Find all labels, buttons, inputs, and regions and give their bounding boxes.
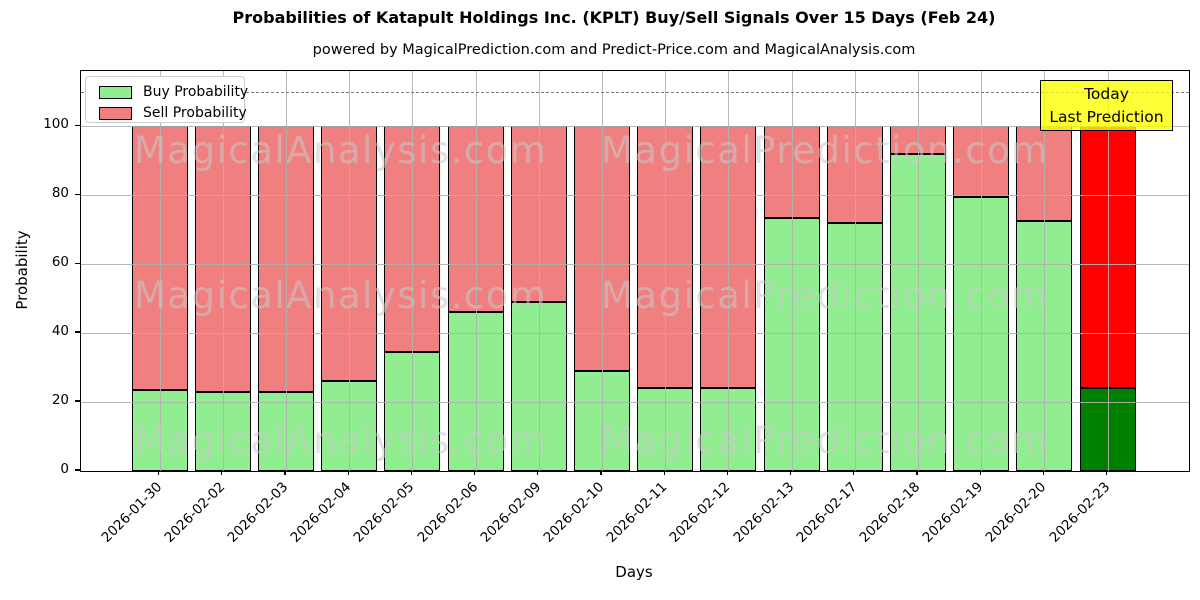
x-tick xyxy=(600,470,602,475)
chart-subtitle: powered by MagicalPrediction.com and Pre… xyxy=(312,42,916,58)
y-tick xyxy=(75,262,80,264)
x-tick xyxy=(221,470,223,475)
x-tick xyxy=(473,470,476,475)
h-gridline xyxy=(81,333,1189,335)
x-tick xyxy=(1105,470,1108,475)
v-gridline xyxy=(665,71,667,471)
x-tick xyxy=(1042,470,1044,475)
v-gridline xyxy=(728,71,730,471)
v-gridline xyxy=(222,71,224,471)
sell-color-swatch xyxy=(99,106,132,120)
y-tick-label: 20 xyxy=(51,392,69,409)
y-tick xyxy=(75,331,80,333)
x-tick xyxy=(789,470,792,475)
today-annotation-box: Today Last Prediction xyxy=(1040,80,1173,131)
h-gridline xyxy=(81,264,1189,266)
legend-item-buy: Buy Probability xyxy=(99,83,248,101)
x-tick xyxy=(979,470,981,475)
v-gridline xyxy=(601,71,603,471)
chart-title: Probabilities of Katapult Holdings Inc. … xyxy=(232,8,996,27)
plot-area: MagicalAnalysis.com MagicalPrediction.com… xyxy=(80,70,1190,472)
annotation-line1: Today xyxy=(1084,85,1129,103)
x-tick xyxy=(537,470,539,475)
v-gridline xyxy=(854,71,856,471)
h-gridline xyxy=(81,195,1189,197)
x-tick xyxy=(663,470,665,475)
legend-buy-label: Buy Probability xyxy=(143,84,249,100)
y-tick-label: 80 xyxy=(51,185,69,202)
v-gridline xyxy=(475,71,477,471)
v-gridline xyxy=(285,71,287,471)
h-gridline xyxy=(81,402,1189,404)
x-tick xyxy=(410,470,412,475)
legend: Buy Probability Sell Probability xyxy=(85,76,248,123)
x-tick xyxy=(853,470,855,475)
y-tick-label: 60 xyxy=(51,254,69,271)
x-tick xyxy=(916,470,918,475)
v-gridline xyxy=(1044,71,1046,471)
y-tick xyxy=(75,469,80,471)
v-gridline xyxy=(917,71,919,471)
x-tick xyxy=(726,470,728,475)
dashed-threshold-line xyxy=(81,91,1189,93)
v-gridline xyxy=(159,71,161,471)
x-axis-label: Days xyxy=(615,563,653,581)
v-gridline xyxy=(412,71,414,471)
annotation-line2: Last Prediction xyxy=(1049,108,1164,126)
y-tick-label: 40 xyxy=(51,323,69,340)
v-gridline xyxy=(1107,71,1109,471)
v-gridline xyxy=(981,71,983,471)
x-tick xyxy=(284,470,286,475)
v-gridline xyxy=(538,71,540,471)
legend-item-sell: Sell Probability xyxy=(99,104,247,122)
x-tick xyxy=(347,470,349,475)
v-gridline xyxy=(791,71,793,471)
legend-sell-label: Sell Probability xyxy=(143,105,247,121)
y-tick xyxy=(75,400,80,402)
h-gridline xyxy=(81,126,1189,128)
y-tick xyxy=(75,124,80,126)
buy-color-swatch xyxy=(99,85,132,99)
y-tick xyxy=(75,193,80,195)
y-tick-label: 100 xyxy=(43,116,69,133)
v-gridline xyxy=(349,71,351,471)
y-tick-label: 0 xyxy=(60,461,69,477)
x-tick xyxy=(157,470,160,475)
